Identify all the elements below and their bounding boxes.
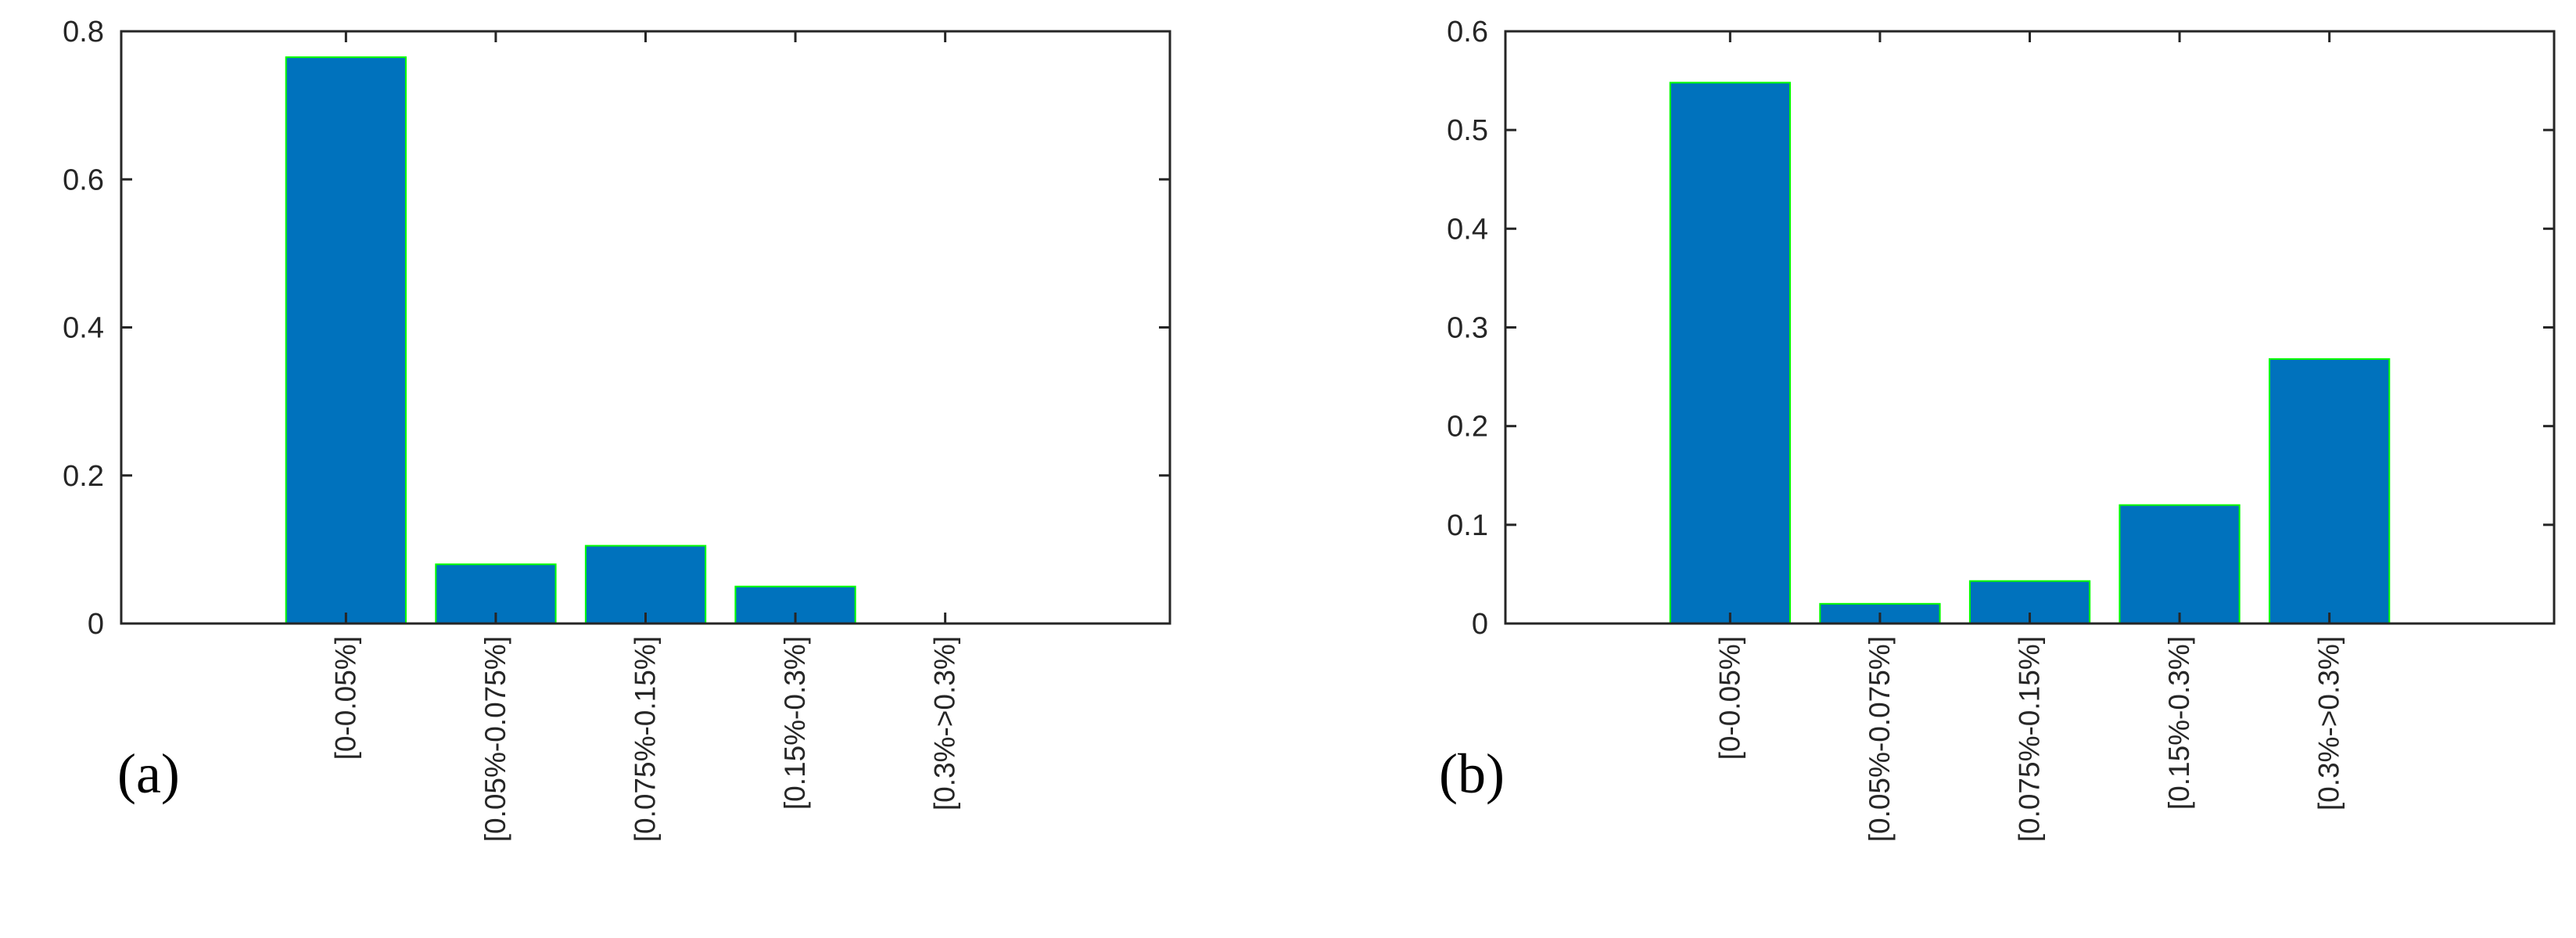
y-tick-label: 0.8 [63,16,104,49]
bar-4 [2119,504,2241,624]
y-tick-label: 0.3 [1447,312,1488,345]
bar-1 [285,56,407,625]
x-category-label: [0.075%-0.15%] [630,636,662,842]
bar-1 [1669,81,1791,625]
panel-label: (a) [117,742,180,805]
y-tick-label: 0.4 [63,312,104,345]
y-tick-label: 0.1 [1447,509,1488,542]
bar-3 [584,544,707,624]
y-tick-label: 0.2 [63,460,104,493]
x-category-label: [0.05%-0.075%] [1864,636,1896,842]
y-tick-label: 0.2 [1447,411,1488,444]
x-category-label: [0.3%->0.3%] [929,636,961,810]
x-category-label: [0.15%-0.3%] [2163,636,2195,810]
y-tick-label: 0.5 [1447,114,1488,147]
bar-5 [2269,358,2391,624]
chart-panel-b: 0 0.1 0.2 0.3 0.4 0.5 0.6 [0-0.05%] [0.05%-0.075… [1439,16,2556,842]
x-category-label: [0.15%-0.3%] [779,636,811,810]
x-category-label: [0.075%-0.15%] [2014,636,2046,842]
panel-label: (b) [1439,742,1505,805]
axes-box [1504,30,2556,625]
chart-panel-a: 0 0.2 0.4 0.6 0.8 [0-0.05%] [0.05%-0.075%] [0.0… [63,16,1171,842]
y-tick-label: 0.6 [63,164,104,196]
x-category-label: [0.05%-0.075%] [479,636,511,842]
axes-box [120,30,1171,625]
y-tick-label: 0.6 [1447,16,1488,49]
x-category-label: [0.3%->0.3%] [2313,636,2345,810]
y-tick-label: 0 [88,608,104,641]
x-category-label: [0-0.05%] [1713,636,1745,760]
y-tick-label: 0 [1472,608,1488,641]
y-tick-label: 0.4 [1447,213,1488,246]
x-category-label: [0-0.05%] [329,636,361,760]
